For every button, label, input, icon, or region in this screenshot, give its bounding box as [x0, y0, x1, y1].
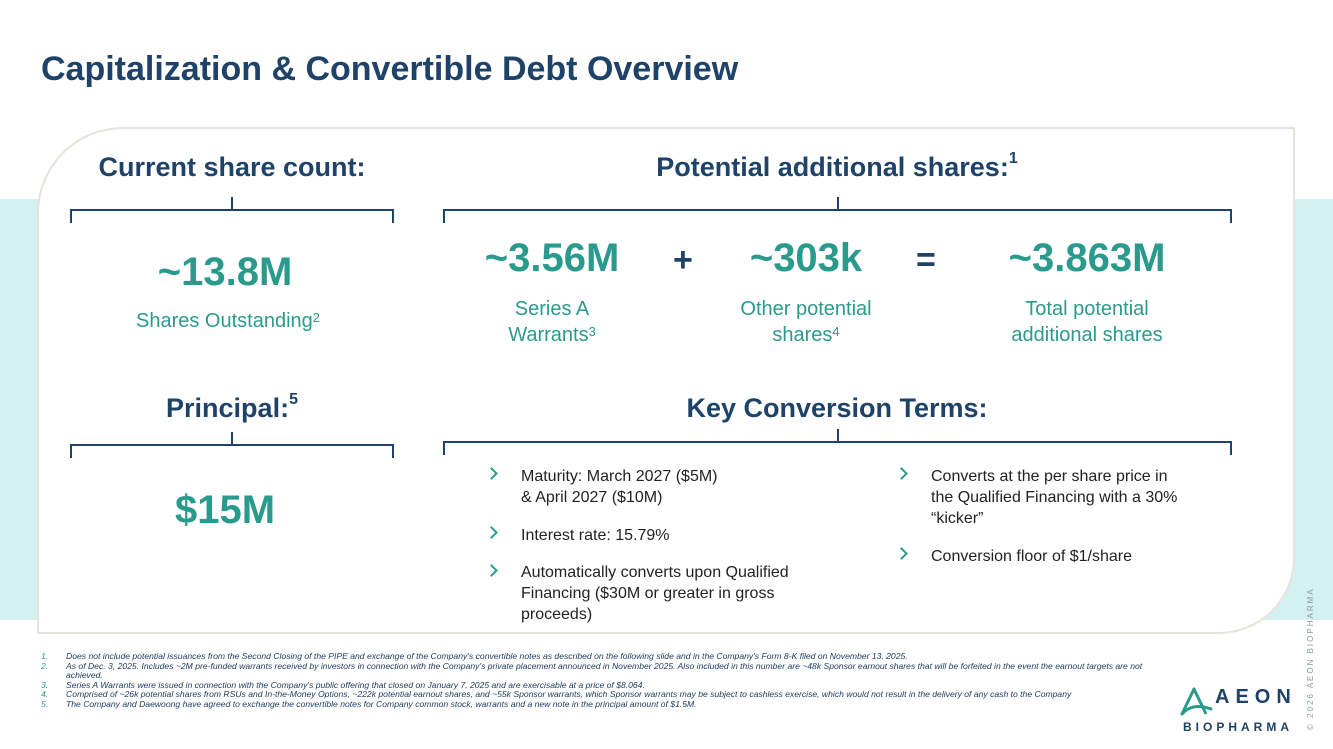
principal-bracket — [70, 432, 394, 458]
principal-value: $15M — [174, 488, 276, 532]
current-share-bracket — [70, 197, 394, 223]
plus-operator: + — [673, 241, 693, 279]
other-potential-shares-label: Other potential shares4 — [740, 298, 872, 346]
term-automatic-conversion: Automatically converts upon Qualified Fi… — [521, 564, 789, 623]
term-conversion-price: Converts at the per share price in the Q… — [931, 468, 1178, 527]
series-a-warrants-label: Series A Warrants3 — [508, 298, 596, 346]
potential-shares-bracket — [443, 197, 1232, 223]
term-interest-rate: Interest rate: 15.79% — [521, 527, 670, 544]
term-conversion-floor: Conversion floor of $1/share — [931, 548, 1132, 565]
logo-subtitle: BIOPHARMA — [1183, 720, 1293, 734]
copyright-vertical: © 2026 AEON BIOPHARMA — [1306, 587, 1315, 730]
equals-operator: = — [916, 241, 936, 279]
footnote-3: 3. Series A Warrants were issued in conne… — [41, 679, 645, 690]
conversion-terms-bracket — [443, 429, 1232, 455]
series-a-warrants-value: ~3.56M — [484, 236, 620, 280]
other-potential-shares-value: ~303k — [749, 236, 863, 280]
content-panel — [37, 127, 1295, 634]
term-maturity: Maturity: March 2027 ($5M) & April 2027 … — [521, 468, 718, 506]
total-potential-shares-value: ~3.863M — [1008, 236, 1166, 280]
footnote-5: 5. The Company and Daewoong have agreed t… — [41, 698, 697, 709]
shares-outstanding-label: Shares Outstanding2 — [135, 310, 320, 332]
current-share-count-heading: Current share count: — [98, 152, 366, 182]
footnote-1: 1. Does not include potential issuances f… — [41, 651, 908, 661]
potential-shares-heading: Potential additional shares:1 — [656, 150, 1018, 182]
footnote-2: 2. As of Dec. 3, 2025. Includes ~2M pre-f… — [41, 660, 1143, 681]
conversion-terms-heading: Key Conversion Terms: — [686, 393, 988, 423]
page-title: Capitalization & Convertible Debt Overvi… — [41, 50, 739, 88]
total-potential-shares-label: Total potential additional shares — [1011, 298, 1163, 346]
aeon-logo-icon — [1180, 687, 1213, 716]
shares-outstanding-value: ~13.8M — [157, 250, 293, 294]
footnote-4: 4. Comprised of ~26k potential shares fro… — [41, 689, 1072, 700]
principal-heading: Principal:5 — [166, 391, 298, 423]
footnotes: 1. Does not include potential issuances f… — [41, 651, 1171, 710]
logo-wordmark: AEON — [1215, 686, 1297, 708]
